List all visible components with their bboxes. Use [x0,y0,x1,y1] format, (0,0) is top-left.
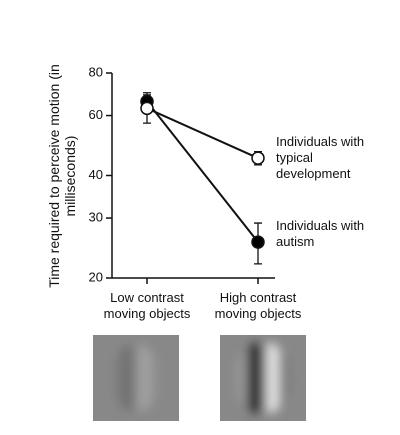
x-tick-label: Low contrast moving objects [103,290,191,321]
series-line [146,107,259,159]
x-tick-label: High contrast moving objects [214,290,302,321]
y-tick-label: 30 [89,209,103,224]
y-tick-label: 20 [89,269,103,284]
series-label: Individuals with typical development [276,134,365,182]
series-line [146,100,259,243]
y-tick-label: 40 [89,167,103,182]
marker [251,151,265,165]
y-tick-label: 60 [89,107,103,122]
marker [140,101,154,116]
series-label: Individuals with autism [276,218,365,250]
gabor-low [93,335,179,421]
y-tick-label: 80 [89,64,103,79]
gabor-high [220,335,306,421]
marker [251,235,265,249]
y-axis-label: Time required to perceive motion (in mil… [46,64,78,288]
